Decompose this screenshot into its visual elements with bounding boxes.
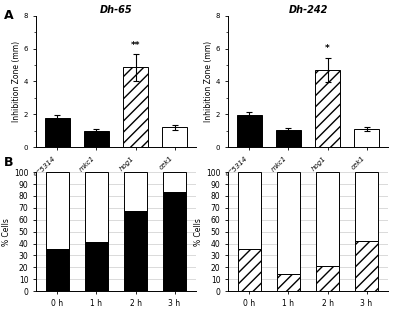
Text: A: A xyxy=(4,9,14,23)
Bar xyxy=(162,127,187,147)
Bar xyxy=(124,211,147,291)
Text: *: * xyxy=(325,44,330,54)
Bar xyxy=(277,275,300,291)
Y-axis label: Inhibition Zone (mm): Inhibition Zone (mm) xyxy=(12,41,21,122)
Bar xyxy=(277,172,300,275)
Y-axis label: % Cells: % Cells xyxy=(2,218,11,246)
Y-axis label: % Cells: % Cells xyxy=(194,218,203,246)
Y-axis label: Inhibition Zone (mm): Inhibition Zone (mm) xyxy=(204,41,213,122)
Bar xyxy=(355,241,378,291)
Text: B: B xyxy=(4,156,14,170)
Title: Dh-65: Dh-65 xyxy=(100,5,132,15)
Bar xyxy=(163,192,186,291)
Bar xyxy=(46,249,69,291)
Bar xyxy=(237,115,262,147)
Text: **: ** xyxy=(131,41,140,50)
Bar xyxy=(84,131,109,147)
Bar xyxy=(85,172,108,242)
Bar xyxy=(46,172,69,249)
Bar xyxy=(354,129,379,147)
Bar xyxy=(85,242,108,291)
Bar xyxy=(316,172,339,266)
Bar xyxy=(238,249,261,291)
Bar xyxy=(238,172,261,249)
Bar xyxy=(276,130,301,147)
Bar xyxy=(124,172,147,211)
Bar xyxy=(123,67,148,147)
Title: Dh-242: Dh-242 xyxy=(288,5,328,15)
Bar xyxy=(316,266,339,291)
Bar xyxy=(315,70,340,147)
Bar xyxy=(45,118,70,147)
Bar xyxy=(355,172,378,241)
Bar xyxy=(163,172,186,192)
